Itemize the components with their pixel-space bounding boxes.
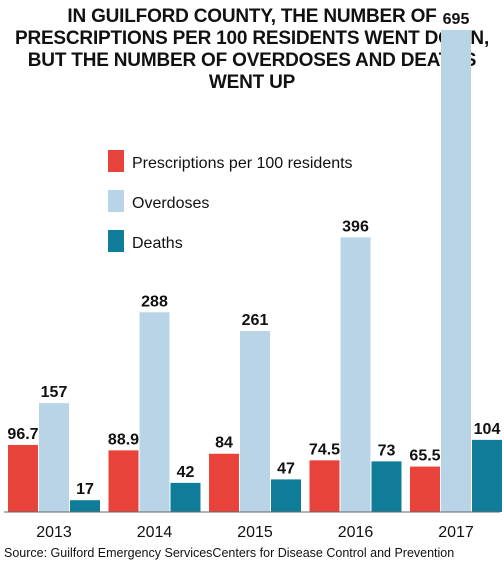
data-label-2016-series-1: 74.5 xyxy=(309,441,340,458)
chart-title: IN GUILFORD COUNTY, THE NUMBER OF PRESCR… xyxy=(14,6,490,93)
data-label-2013-series-1: 96.7 xyxy=(7,426,38,443)
bar-2015-series-3 xyxy=(271,479,301,512)
bar-2017-series-1 xyxy=(410,466,440,512)
data-label-2014-series-1: 88.9 xyxy=(108,431,139,448)
x-tick-label-2016: 2016 xyxy=(338,524,374,541)
bar-2017-series-2 xyxy=(441,30,471,512)
data-label-2016-series-2: 396 xyxy=(342,218,369,235)
data-label-2015-series-2: 261 xyxy=(242,312,269,329)
data-label-2013-series-3: 17 xyxy=(76,481,94,498)
bar-2013-series-2 xyxy=(39,403,69,512)
legend-swatch-1 xyxy=(108,150,124,172)
data-label-2017-series-1: 65.5 xyxy=(409,448,440,465)
bar-2013-series-1 xyxy=(8,444,38,512)
data-label-2013-series-2: 157 xyxy=(41,384,68,401)
data-label-2015-series-1: 84 xyxy=(215,435,233,452)
bar-2014-series-3 xyxy=(170,482,201,512)
data-label-2014-series-2: 288 xyxy=(141,293,168,310)
bar-2015-series-1 xyxy=(209,453,239,512)
data-label-2017-series-3: 104 xyxy=(474,421,501,438)
bar-2016-series-2 xyxy=(340,237,371,513)
legend-label-2: Overdoses xyxy=(132,195,209,212)
bar-2014-series-1 xyxy=(108,450,139,512)
x-tick-label-2013: 2013 xyxy=(36,524,72,541)
source-note: Source: Guilford Emergency ServicesCente… xyxy=(4,546,455,560)
data-label-2014-series-3: 42 xyxy=(177,464,195,481)
data-label-2015-series-3: 47 xyxy=(277,460,295,477)
bar-2014-series-2 xyxy=(139,312,170,512)
x-tick-label-2015: 2015 xyxy=(237,524,273,541)
legend-label-3: Deaths xyxy=(132,235,183,252)
bar-2013-series-3 xyxy=(70,500,100,512)
x-tick-label-2017: 2017 xyxy=(438,524,474,541)
data-label-2016-series-3: 73 xyxy=(378,442,396,459)
bar-2016-series-1 xyxy=(309,460,340,512)
bar-2016-series-3 xyxy=(371,461,402,512)
data-label-2017-series-2: 695 xyxy=(443,11,470,28)
bar-2015-series-2 xyxy=(240,330,270,512)
legend-label-1: Prescriptions per 100 residents xyxy=(132,155,353,172)
bar-2017-series-3 xyxy=(472,439,502,512)
legend-swatch-3 xyxy=(108,230,124,252)
x-tick-label-2014: 2014 xyxy=(137,524,173,541)
legend-swatch-2 xyxy=(108,190,124,212)
